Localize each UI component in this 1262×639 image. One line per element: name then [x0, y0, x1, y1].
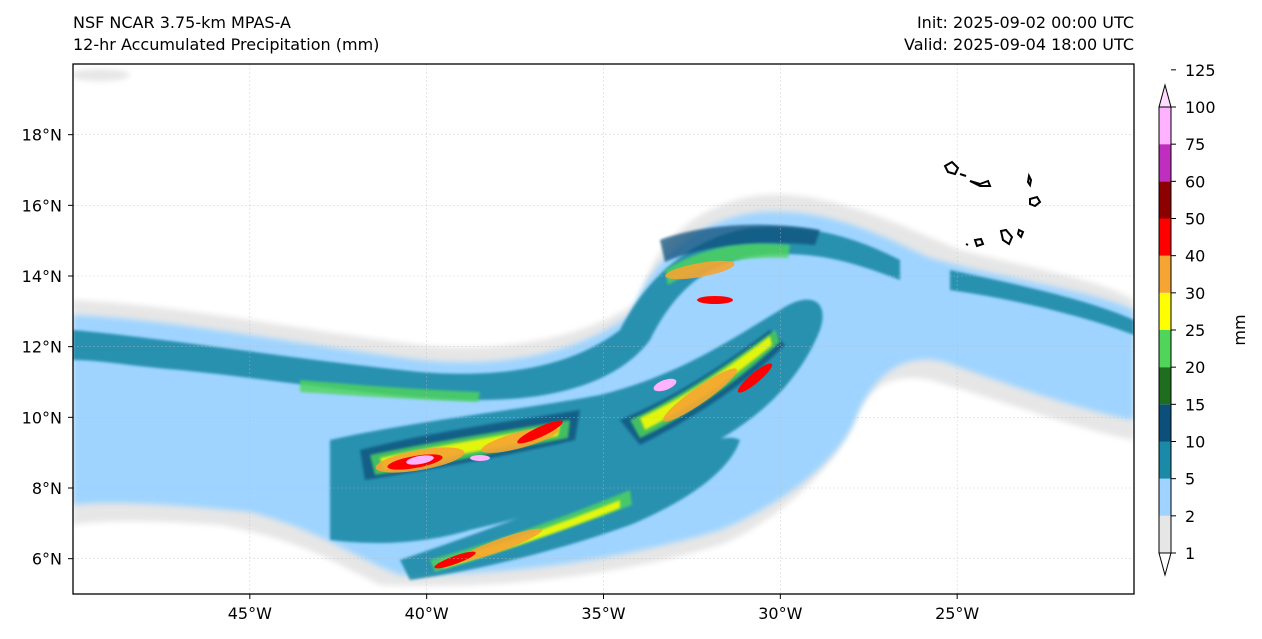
valid-time: Valid: 2025-09-04 18:00 UTC — [903, 35, 1134, 54]
lat-tick-label: 12°N — [22, 338, 62, 357]
island-sao-vicente — [959, 173, 967, 177]
lat-tick-label: 10°N — [22, 408, 62, 427]
colorbar-level-label: 100 — [1185, 98, 1216, 117]
model-title: NSF NCAR 3.75-km MPAS-A — [73, 13, 291, 32]
island-sal — [1026, 172, 1033, 188]
colorbar-segment — [1159, 330, 1171, 368]
colorbar-over-extend — [1158, 83, 1172, 108]
colorbar-level-label: 30 — [1185, 284, 1205, 303]
colorbar-segment — [1159, 144, 1171, 182]
colorbar-level-label: 60 — [1185, 172, 1205, 191]
map-gridlines — [73, 64, 1134, 594]
lat-tick-label: 6°N — [32, 550, 62, 569]
precip-50mm-cores — [387, 296, 773, 569]
colorbar-level-label: 1 — [1185, 544, 1195, 563]
lon-tick-label: 30°W — [758, 604, 802, 623]
colorbar-segment — [1159, 367, 1171, 405]
colorbar-segment — [1159, 107, 1171, 145]
colorbar-level-label: 25 — [1185, 321, 1205, 340]
colorbar-unit-label: mm — [1230, 314, 1249, 345]
init-time: Init: 2025-09-02 00:00 UTC — [916, 13, 1134, 32]
island-santiago — [999, 228, 1014, 246]
lat-tick-label: 16°N — [22, 196, 62, 215]
colorbar-segment — [1159, 292, 1171, 330]
precipitation-field — [73, 69, 1134, 586]
colorbar-level-label: 15 — [1185, 395, 1205, 414]
lat-tick-label: 18°N — [22, 126, 62, 145]
lon-tick-label: 40°W — [405, 604, 449, 623]
colorbar-segment — [1159, 218, 1171, 256]
lon-tick-label: 35°W — [581, 604, 625, 623]
colorbar-level-label: 125 — [1185, 61, 1216, 80]
lat-tick-label: 8°N — [32, 479, 62, 498]
colorbar-level-label: 75 — [1185, 135, 1205, 154]
colorbar-level-label: 10 — [1185, 433, 1205, 452]
colorbar-segment — [1159, 515, 1171, 553]
island-maio — [1016, 228, 1025, 239]
colorbar-segment — [1159, 404, 1171, 442]
island-brava — [965, 243, 969, 246]
lon-tick-label: 45°W — [228, 604, 272, 623]
field-title: 12-hr Accumulated Precipitation (mm) — [73, 35, 380, 54]
cabo-verde-islands — [943, 160, 1042, 248]
map-axes: 45°W 40°W 35°W 30°W 25°W 6°N 8°N 10°N 12°N 14°N 16… — [22, 126, 980, 623]
colorbar-segment — [1159, 441, 1171, 479]
colorbar-segment — [1159, 478, 1171, 516]
colorbar-level-label: 20 — [1185, 358, 1205, 377]
lat-tick-label: 14°N — [22, 267, 62, 286]
colorbar-segment — [1159, 255, 1171, 293]
colorbar-level-label: 50 — [1185, 210, 1205, 229]
colorbar-level-label: 40 — [1185, 247, 1205, 266]
colorbar-segment — [1159, 181, 1171, 219]
island-santo-antao — [943, 160, 960, 176]
island-boa-vista — [1029, 195, 1042, 208]
colorbar-level-label: 2 — [1185, 507, 1195, 526]
island-sao-nicolau — [969, 179, 992, 187]
colorbar-level-label: 5 — [1185, 470, 1195, 489]
colorbar-under-extend — [1158, 552, 1172, 577]
lon-tick-label: 25°W — [935, 604, 979, 623]
island-fogo — [973, 237, 985, 248]
